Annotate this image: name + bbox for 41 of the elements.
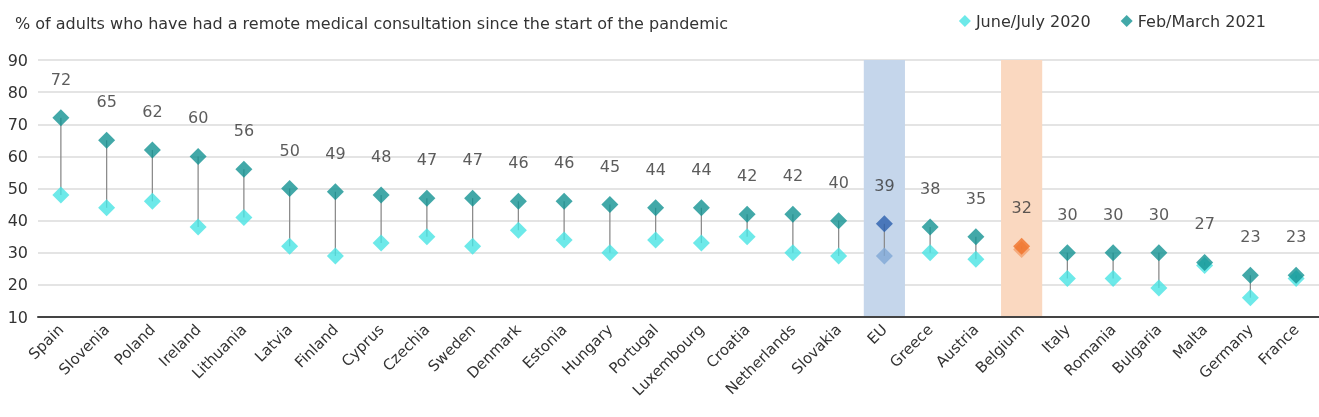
data-label: 62 [142, 101, 163, 121]
legend-label: Feb/March 2021 [1137, 11, 1266, 31]
data-label: 47 [462, 150, 483, 170]
data-label: 39 [874, 175, 895, 195]
data-label: 46 [508, 153, 529, 173]
y-tick-label: 80 [7, 82, 28, 102]
y-tick-label: 70 [7, 114, 28, 134]
data-label: 23 [1240, 227, 1261, 247]
data-label: 65 [96, 92, 117, 112]
y-tick-label: 10 [7, 307, 28, 327]
data-label: 42 [736, 166, 758, 186]
chart-title: % of adults who have had a remote medical consultation since the start of the pandemic [15, 13, 728, 33]
data-label: 42 [782, 166, 804, 186]
x-tick-label: EU [863, 320, 891, 348]
data-label: 44 [645, 159, 666, 179]
data-label: 45 [599, 156, 621, 176]
y-tick-label: 30 [7, 243, 28, 263]
y-tick-label: 60 [7, 146, 28, 166]
data-label: 35 [965, 188, 987, 208]
data-label: 47 [416, 150, 438, 170]
data-label: 38 [919, 179, 941, 199]
data-label: 27 [1194, 214, 1215, 234]
legend-label: June/July 2020 [974, 11, 1091, 31]
y-tick-label: 40 [7, 211, 28, 231]
data-label: 49 [325, 143, 346, 163]
data-label: 44 [691, 159, 712, 179]
data-label: 32 [1011, 198, 1032, 218]
data-label: 60 [187, 108, 209, 128]
data-label: 72 [50, 69, 72, 89]
data-label: 30 [1102, 204, 1124, 224]
y-tick-label: 90 [7, 50, 28, 70]
data-label: 23 [1285, 227, 1307, 247]
y-tick-label: 20 [7, 275, 28, 295]
data-label: 46 [553, 153, 575, 173]
data-label: 48 [370, 146, 392, 166]
data-label: 40 [828, 172, 849, 192]
data-label: 30 [1057, 204, 1078, 224]
data-label: 50 [279, 140, 300, 160]
data-label: 56 [233, 121, 255, 141]
data-label: 30 [1148, 204, 1170, 224]
y-tick-label: 50 [7, 179, 28, 198]
